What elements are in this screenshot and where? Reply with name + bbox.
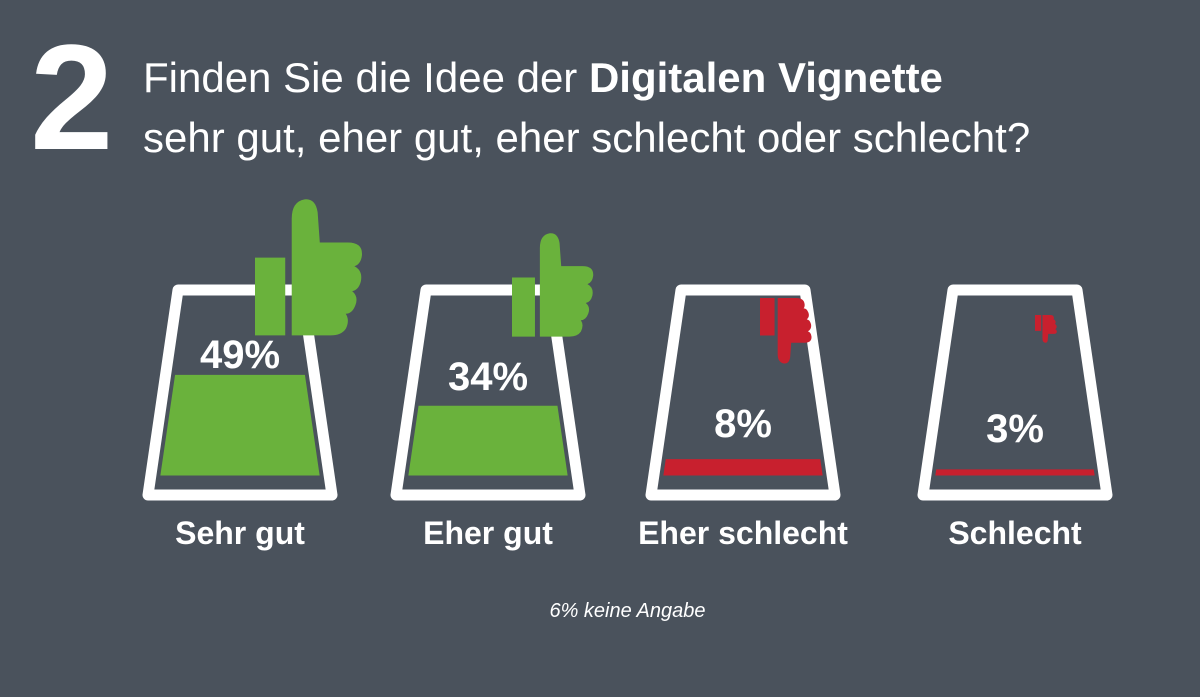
question-line-2: sehr gut, eher gut, eher schlecht oder s… [143,114,1031,161]
glass-outline-schlecht [917,284,1113,501]
question-line-1-bold: Digitalen Vignette [588,54,943,101]
glass-outline-eher-gut [390,284,586,501]
bar-sehr-gut [160,374,320,476]
bar-eher-schlecht [663,459,823,476]
thumbs-up-icon [512,233,594,337]
question-line-1-prefix: Finden Sie die Idee der [143,54,589,101]
category-label-eher-schlecht: Eher schlecht [638,515,848,551]
footnote: 6% keine Angabe [549,600,706,622]
thumbs-down-icon [1035,315,1057,343]
bar-eher-gut [408,405,568,476]
value-label-eher-gut: 34% [448,355,528,399]
question-number: 2 [30,13,113,181]
category-label-eher-gut: Eher gut [423,515,553,551]
category-label-sehr-gut: Sehr gut [175,515,305,551]
value-label-eher-schlecht: 8% [714,402,772,446]
question-text: Finden Sie die Idee der Digitalen Vignet… [143,48,1030,168]
value-label-schlecht: 3% [986,407,1044,451]
glass-outline-eher-schlecht [645,284,841,501]
category-label-schlecht: Schlecht [948,515,1082,551]
value-label-sehr-gut: 49% [200,333,280,377]
bar-schlecht [935,469,1095,476]
question-line-1: Finden Sie die Idee der Digitalen Vignet… [143,48,1030,108]
thumbs-up-icon [255,199,362,336]
thumbs-down-icon [760,298,812,364]
